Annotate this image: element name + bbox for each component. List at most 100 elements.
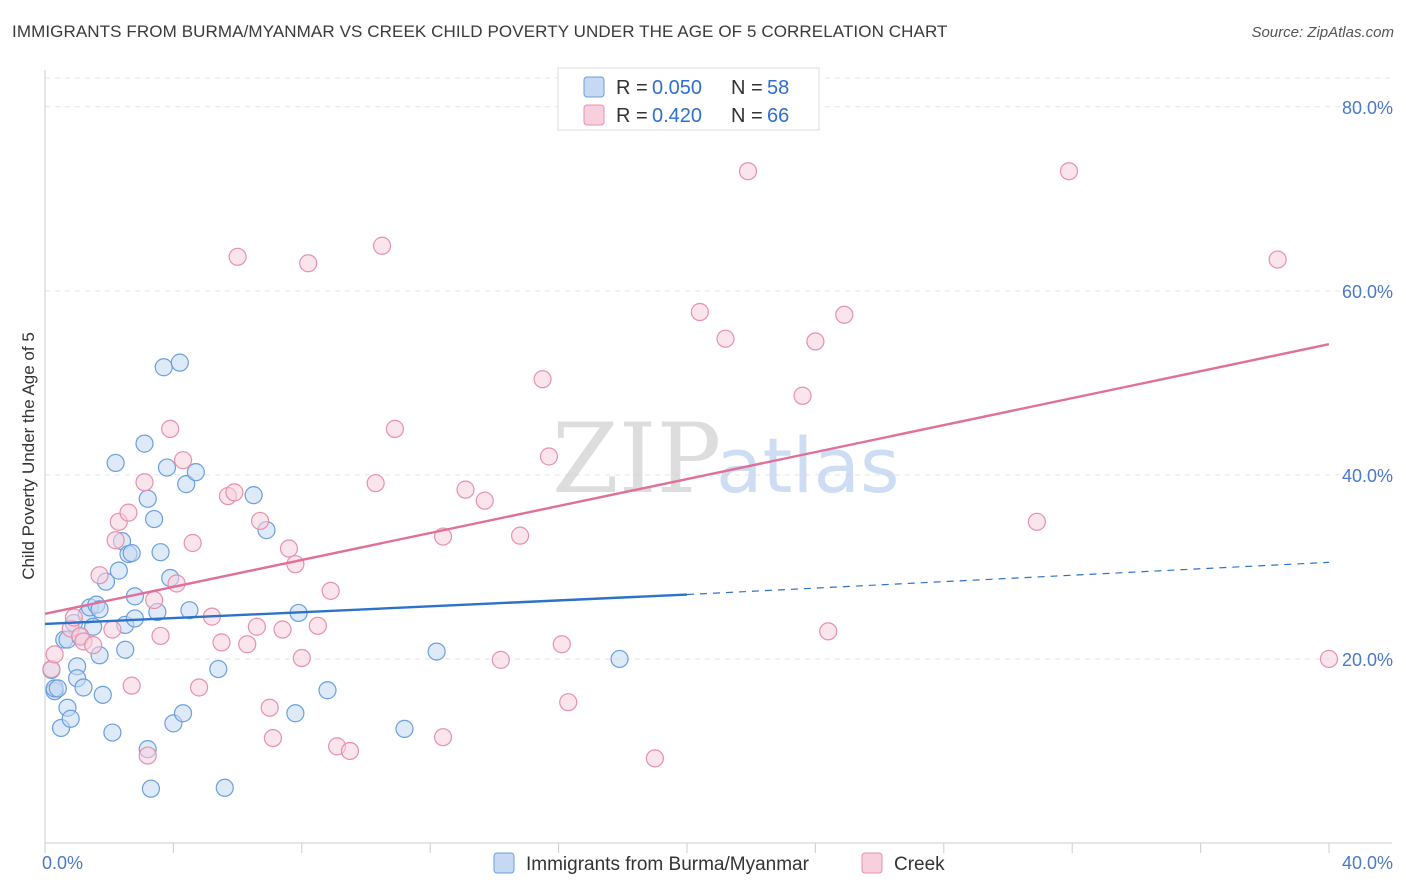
y-tick-label: 60.0%	[1342, 282, 1393, 302]
y-tick-label: 40.0%	[1342, 466, 1393, 486]
creek-point	[738, 162, 758, 181]
creek-point	[90, 566, 109, 585]
burma-point	[177, 475, 196, 494]
watermark-zip: ZIP	[552, 403, 721, 515]
creek-point	[1059, 162, 1079, 181]
creek-point	[321, 581, 340, 600]
creek-point	[299, 254, 318, 273]
creek-point	[145, 590, 164, 610]
stats-swatch	[583, 104, 605, 126]
burma-point	[106, 453, 125, 473]
burma-point	[90, 600, 109, 619]
creek-point	[1027, 512, 1046, 531]
creek-point	[456, 480, 475, 499]
burma-point	[103, 723, 122, 742]
burma-point	[286, 704, 305, 723]
y-tick-label: 20.0%	[1342, 650, 1393, 670]
stats-legend: R = 0.050 N = 58 R = 0.420 N = 66	[557, 67, 820, 131]
burma-point	[173, 704, 193, 723]
creek-point	[690, 302, 709, 322]
trend-lines	[44, 343, 1330, 626]
series-swatch	[861, 852, 883, 874]
chart-title: IMMIGRANTS FROM BURMA/MYANMAR VS CREEK C…	[12, 22, 948, 41]
creek-point	[510, 526, 530, 545]
creek-point	[475, 491, 494, 510]
burma-point	[145, 509, 164, 529]
burma-point	[135, 434, 154, 453]
burma-point	[610, 649, 629, 669]
creek-point	[491, 650, 510, 669]
burma-point	[427, 642, 446, 661]
creek-point	[539, 447, 559, 466]
creek-point	[552, 635, 571, 654]
watermark: ZIP atlas	[552, 403, 900, 515]
burma-point	[215, 778, 234, 797]
burma-point	[244, 486, 263, 505]
stats-n-value: 66	[767, 105, 789, 127]
creek-point	[793, 386, 812, 405]
series-name: Immigrants from Burma/Myanmar	[526, 854, 810, 875]
stats-swatch	[583, 76, 605, 98]
creek-point	[103, 620, 122, 639]
creek-point	[835, 305, 854, 324]
x-tick-labels: 0.0% 40.0%	[42, 853, 1393, 873]
x-tick-label-min: 0.0%	[42, 853, 83, 873]
creek-point	[286, 555, 305, 574]
creek-point	[138, 746, 157, 765]
burma-point	[180, 601, 199, 620]
burma-point	[109, 561, 128, 580]
creek-point	[45, 645, 64, 664]
creek-point	[84, 636, 103, 655]
creek-point	[308, 616, 327, 635]
stats-n-value: 58	[767, 77, 789, 99]
creek-point	[250, 511, 270, 531]
creek-point	[263, 728, 283, 748]
series-name: Creek	[894, 854, 945, 875]
series-swatch	[493, 852, 515, 874]
y-tick-labels: 20.0% 40.0% 60.0% 80.0%	[1342, 98, 1393, 670]
data-points	[42, 162, 1339, 798]
source-label: Source: ZipAtlas.com	[1251, 24, 1394, 41]
burma-point	[116, 640, 135, 659]
creek-point	[716, 329, 735, 348]
creek-point	[279, 539, 299, 558]
stats-n-label: N =	[731, 105, 763, 127]
creek-point	[161, 419, 180, 438]
stats-n-label: N =	[731, 77, 763, 99]
creek-point	[385, 419, 404, 438]
creek-point	[433, 728, 453, 747]
creek-point	[173, 451, 193, 470]
burma-point	[186, 463, 205, 482]
burma-point	[48, 679, 67, 698]
burma-point	[209, 659, 228, 679]
burma-point	[157, 458, 177, 477]
creek-point	[292, 648, 311, 668]
creek-point	[189, 678, 209, 697]
y-axis-label: Child Poverty Under the Age of 5	[19, 332, 38, 580]
burma-point	[141, 779, 161, 798]
creek-point	[645, 749, 665, 768]
creek-point	[559, 693, 578, 712]
stats-r-label: R =	[616, 77, 648, 99]
burma-trend-line	[44, 593, 688, 626]
burma-point	[318, 681, 337, 700]
stats-r-value: 0.420	[652, 105, 702, 127]
creek-point	[533, 370, 552, 389]
creek-point	[819, 622, 838, 641]
x-tick-label-max: 40.0%	[1342, 853, 1393, 873]
creek-point	[372, 236, 392, 255]
burma-point	[170, 353, 189, 372]
creek-trend-line	[44, 343, 1330, 616]
creek-point	[366, 474, 385, 493]
series-legend: Immigrants from Burma/Myanmar Creek	[493, 852, 945, 875]
burma-point	[154, 358, 173, 377]
creek-point	[42, 659, 61, 679]
watermark-atlas: atlas	[716, 421, 900, 510]
creek-point	[340, 741, 360, 761]
creek-point	[273, 620, 292, 639]
creek-point	[806, 332, 825, 351]
creek-point	[260, 698, 279, 717]
creek-point	[106, 531, 125, 550]
creek-point	[1268, 250, 1287, 269]
